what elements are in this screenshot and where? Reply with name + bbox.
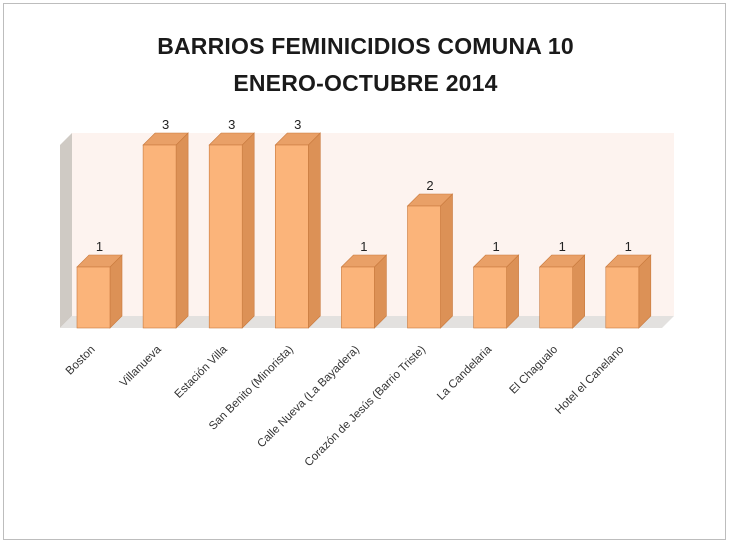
bar-front — [341, 266, 375, 329]
bar — [340, 254, 388, 329]
chart-title: BARRIOS FEMINICIDIOS COMUNA 10 — [157, 33, 574, 59]
bar — [142, 132, 189, 329]
data-label: 1 — [96, 239, 103, 254]
data-label: 1 — [492, 239, 499, 254]
data-label: 3 — [294, 117, 301, 132]
data-labels: 1 3 3 3 1 2 1 1 1 — [96, 117, 632, 254]
bar — [605, 254, 652, 329]
bar-front — [208, 144, 243, 329]
bar-side — [241, 132, 255, 329]
data-label: 1 — [360, 239, 367, 254]
bar — [76, 254, 123, 329]
x-tick-label: Hotel el Canelano — [553, 344, 626, 417]
bar-side — [374, 254, 387, 329]
bar — [538, 254, 586, 329]
bar — [472, 254, 520, 329]
bar-front — [76, 266, 111, 329]
bar-front — [407, 205, 441, 329]
x-tick-label: Villanueva — [118, 343, 164, 389]
x-tick-label: Corazón de Jesús (Barrio Triste) — [303, 344, 429, 470]
bar-front — [605, 266, 640, 329]
bar-side — [109, 254, 123, 329]
bar-side — [440, 193, 453, 329]
data-label: 2 — [426, 178, 433, 193]
x-tick-label: El Chagualo — [508, 344, 561, 397]
bar-side — [175, 132, 189, 329]
bar — [208, 132, 255, 329]
bar-side — [572, 254, 586, 329]
bar — [406, 193, 454, 329]
x-tick-label: Boston — [64, 344, 98, 378]
data-label: 1 — [625, 239, 632, 254]
bar-side — [506, 254, 519, 329]
x-tick-label: Estación Villa — [173, 343, 231, 401]
bar-front — [274, 144, 309, 329]
side-wall — [60, 133, 72, 328]
data-label: 3 — [162, 117, 169, 132]
bar — [274, 132, 322, 329]
bar-side — [307, 132, 321, 329]
bar-front — [539, 266, 574, 329]
bar-front — [142, 144, 177, 329]
bar-side — [638, 254, 652, 329]
chart-subtitle: ENERO-OCTUBRE 2014 — [233, 70, 498, 96]
data-label: 3 — [228, 117, 235, 132]
bar-front — [473, 266, 507, 329]
x-tick-label: La Candelaria — [435, 343, 495, 403]
data-label: 1 — [559, 239, 566, 254]
chart-bars — [76, 132, 652, 329]
